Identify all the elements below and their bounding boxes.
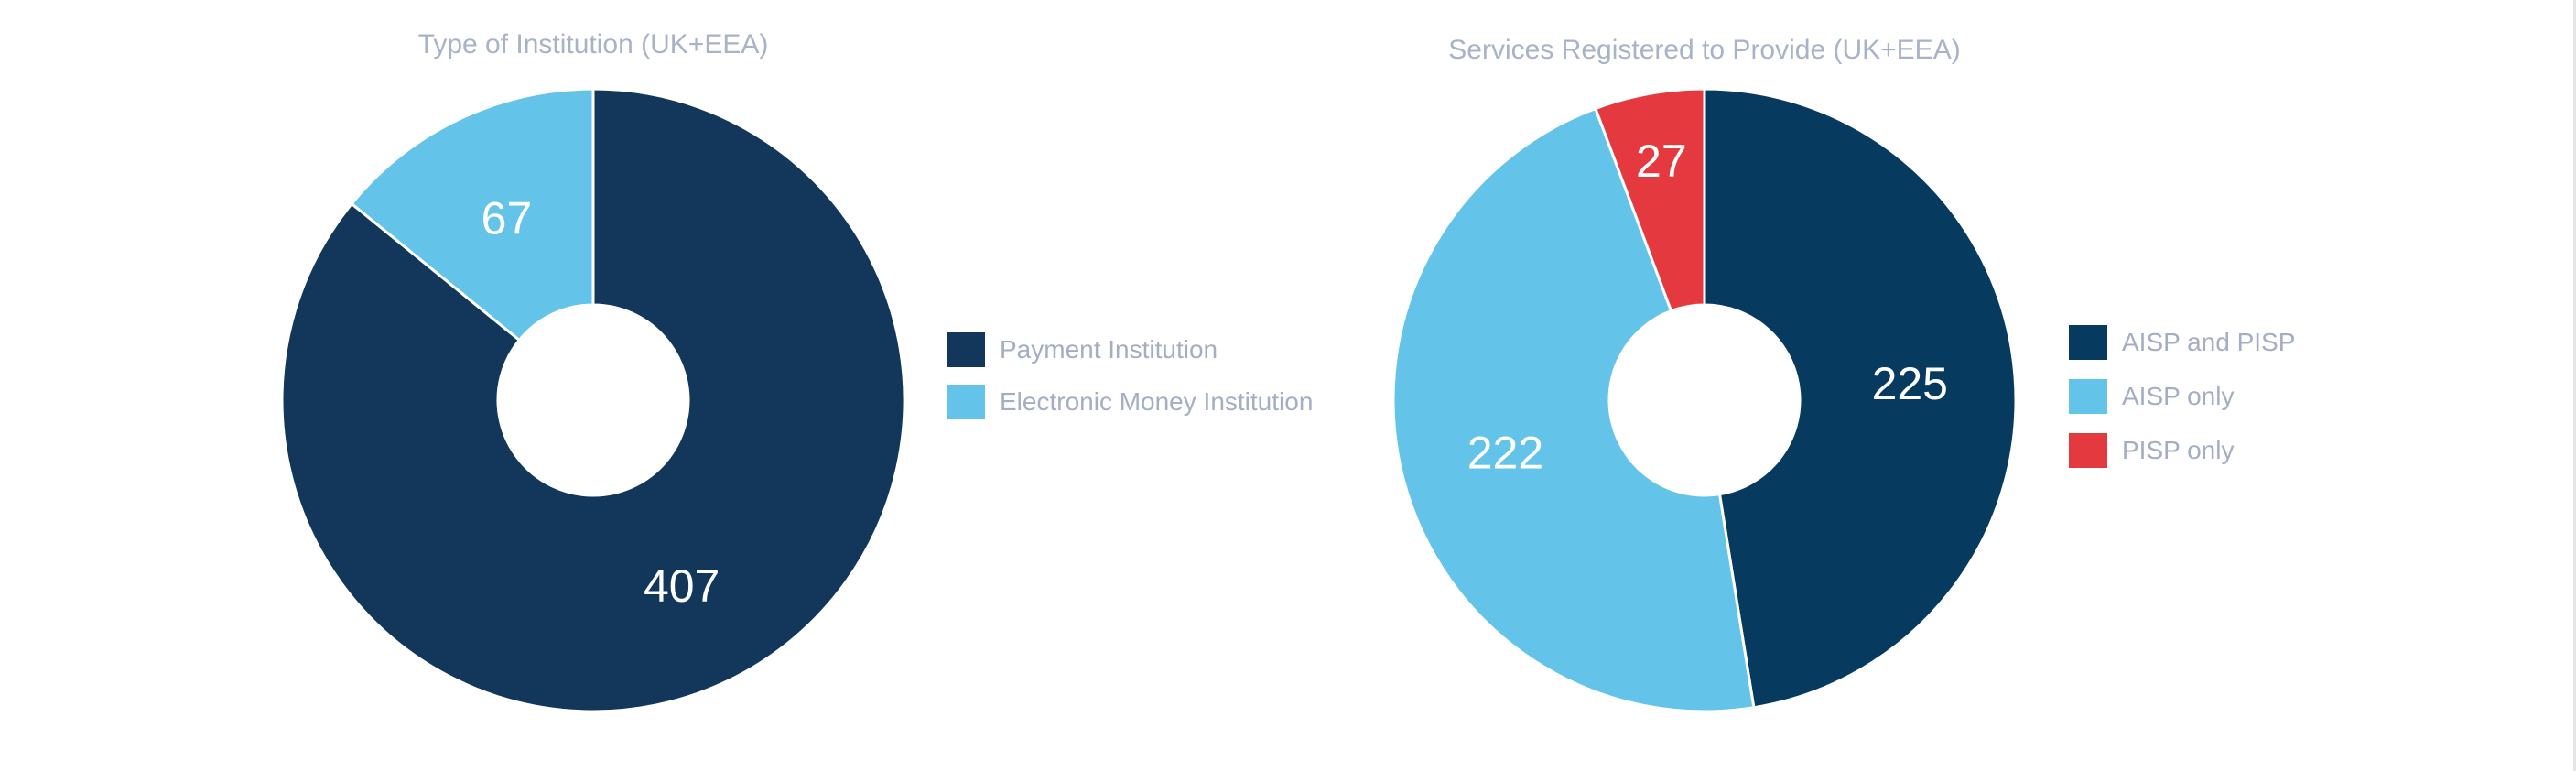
- legend-item-pisp-only[interactable]: PISP only: [2069, 433, 2295, 468]
- legend-swatch: [2069, 433, 2107, 468]
- donut-slice-aisp-only[interactable]: [1391, 106, 1756, 713]
- legend: AISP and PISP AISP only PISP only: [2069, 325, 2296, 488]
- donut-slice-pisp-only[interactable]: [1593, 87, 1706, 313]
- legend-item-electronic-money-institution[interactable]: Electronic Money Institution: [947, 385, 1314, 419]
- data-label: 27: [1636, 136, 1687, 187]
- legend-swatch: [947, 332, 985, 367]
- data-label: 222: [1467, 428, 1543, 479]
- institution-type-donut: 407 67: [280, 87, 906, 713]
- legend-label: AISP only: [2122, 382, 2235, 410]
- data-label: 407: [644, 560, 720, 612]
- legend-item-payment-institution[interactable]: Payment Institution: [947, 332, 1313, 367]
- frame-border: [2573, 0, 2576, 771]
- legend-item-aisp-and-pisp[interactable]: AISP and PISP: [2069, 325, 2296, 360]
- donut-slice-electronic-money-institution[interactable]: [350, 87, 595, 342]
- services-registered-donut: 225 222 27: [1391, 87, 2018, 713]
- donut-slice-payment-institution[interactable]: [280, 87, 906, 713]
- legend: Payment Institution Electronic Money Ins…: [947, 332, 1314, 438]
- chart-title: Type of Institution (UK+EEA): [417, 29, 769, 60]
- legend-swatch: [2069, 325, 2107, 360]
- chart-title: Services Registered to Provide (UK+EEA): [1448, 35, 1961, 65]
- services-registered-chart: Services Registered to Provide (UK+EEA) …: [1327, 0, 2576, 771]
- legend-label: Payment Institution: [1000, 335, 1218, 364]
- legend-item-aisp-only[interactable]: AISP only: [2069, 379, 2295, 414]
- institution-type-chart: Type of Institution (UK+EEA) 407 67 Payme…: [280, 29, 1314, 713]
- donut-slice-aisp-and-pisp[interactable]: [1703, 87, 2018, 710]
- legend-label: Electronic Money Institution: [1000, 387, 1314, 416]
- legend-label: AISP and PISP: [2122, 328, 2296, 356]
- data-label: 225: [1872, 358, 1948, 409]
- legend-swatch: [2069, 379, 2107, 414]
- legend-label: PISP only: [2122, 436, 2235, 464]
- data-label: 67: [482, 192, 533, 244]
- legend-swatch: [947, 385, 985, 419]
